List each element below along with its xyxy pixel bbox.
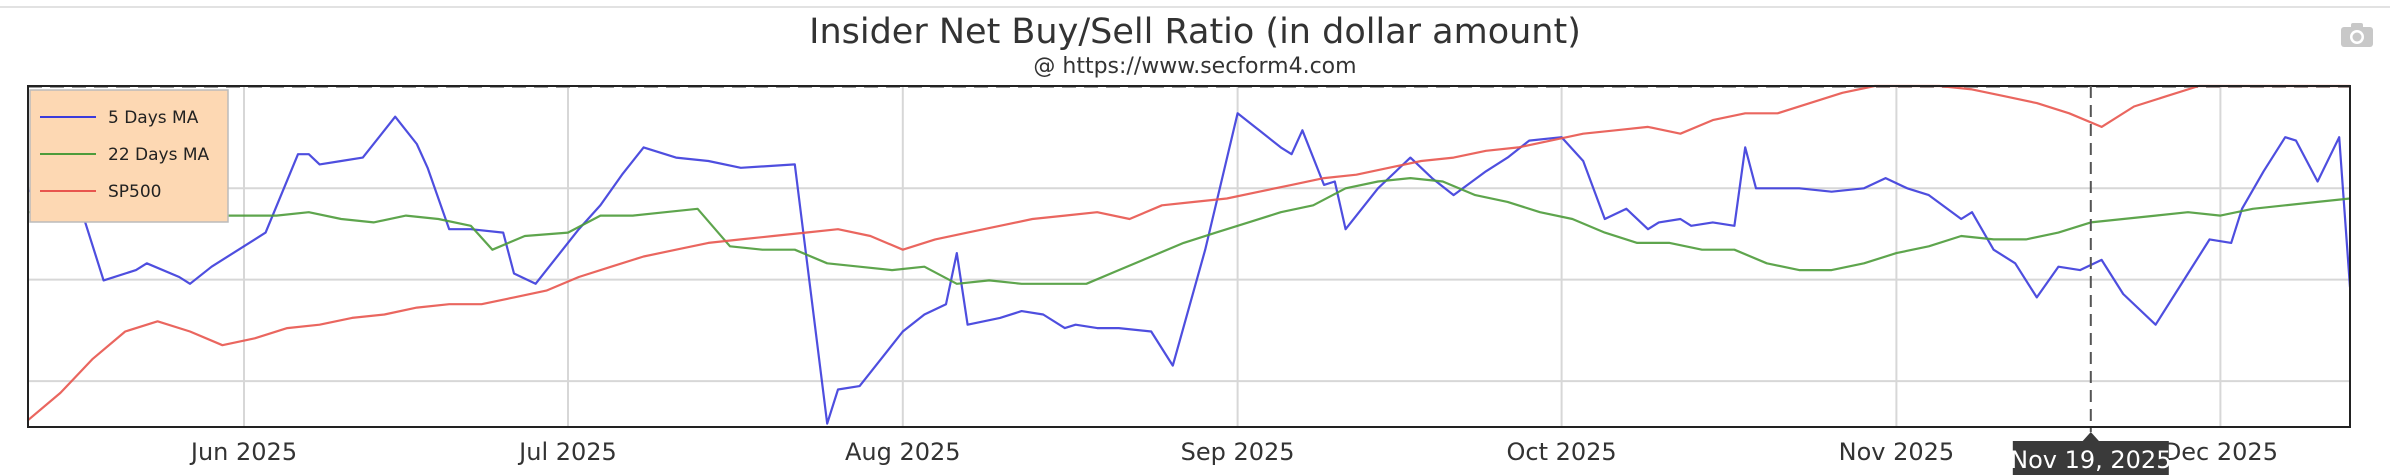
gridlines xyxy=(28,86,2350,427)
x-tick-label: Oct 2025 xyxy=(1506,438,1616,466)
series-lines xyxy=(28,84,2350,425)
legend-entry: 22 Days MA xyxy=(108,145,210,165)
x-tick-label: Sep 2025 xyxy=(1181,438,1295,466)
legend: 5 Days MA 22 Days MA SP500 xyxy=(29,89,229,223)
legend-box xyxy=(29,89,229,223)
legend-entry: 5 Days MA xyxy=(108,108,199,128)
chart-title: Insider Net Buy/Sell Ratio (in dollar am… xyxy=(809,12,1581,52)
legend-entry: SP500 xyxy=(108,182,162,202)
x-tick-label: Aug 2025 xyxy=(845,438,961,466)
plot-frame xyxy=(27,85,2351,428)
series-line-22-days-ma xyxy=(28,177,2350,285)
camera-icon[interactable] xyxy=(2340,22,2374,48)
chart-subtitle: @ https://www.secform4.com xyxy=(1033,54,1357,79)
crosshair-label: Nov 19, 2025 xyxy=(2010,446,2171,474)
series-line-5-days-ma xyxy=(28,112,2350,425)
x-axis-ticks: Jun 2025 Jul 2025 Aug 2025 Sep 2025 Oct 2025… xyxy=(189,438,2278,466)
x-tick-label: Jul 2025 xyxy=(517,438,617,466)
series-line-sp500 xyxy=(28,84,2350,422)
top-rule xyxy=(0,6,2390,8)
crosshair: Nov 19, 2025 xyxy=(2010,86,2171,475)
x-tick-label: Jun 2025 xyxy=(189,438,297,466)
crosshair-label-box xyxy=(2012,441,2169,475)
x-tick-label: Dec 2025 xyxy=(2163,438,2278,466)
x-tick-label: Nov 2025 xyxy=(1839,438,1955,466)
crosshair-pointer xyxy=(2081,432,2100,442)
